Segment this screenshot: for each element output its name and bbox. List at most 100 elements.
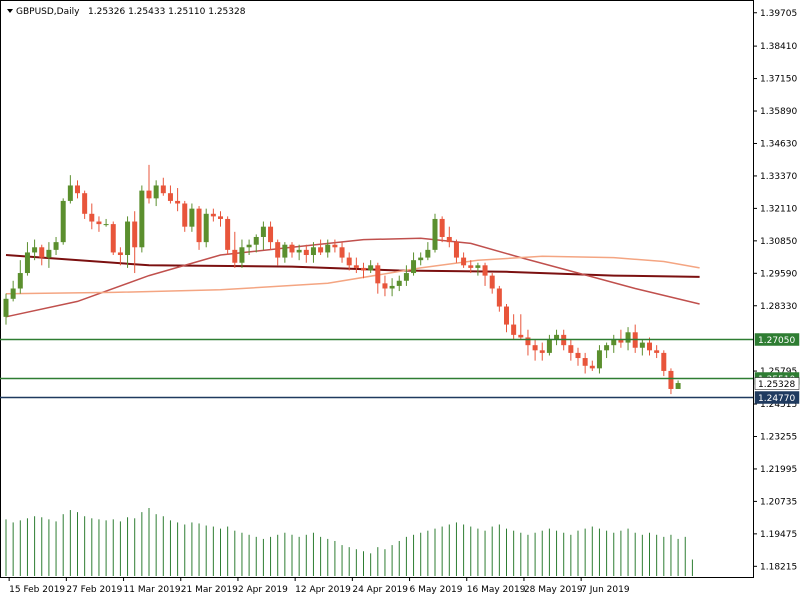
candle-body [468, 265, 474, 268]
price-tick-label: 1.20735 [760, 497, 797, 507]
price-tick-label: 1.37150 [760, 75, 797, 85]
price-axis-ticks: 1.39705 1.38410 1.37150 1.35890 1.34630 1.333… [753, 9, 797, 572]
moving-average-line [5, 237, 700, 318]
candle-body [110, 224, 116, 253]
price-tick-label: 1.33370 [760, 172, 797, 182]
candle-body [53, 242, 59, 250]
candle-body [661, 352, 667, 371]
candle-body [389, 285, 395, 289]
time-tick-label: 24 Apr 2019 [352, 585, 408, 595]
candle-body [32, 247, 38, 253]
level-tag-box [754, 391, 800, 404]
price-tick-label: 1.25795 [760, 367, 797, 377]
candle-body [289, 244, 295, 253]
price-tick-label: 1.32110 [760, 204, 797, 214]
candle-body [432, 218, 438, 250]
candle-body [489, 275, 495, 289]
volume-bars [5, 508, 693, 576]
candle-body [475, 265, 481, 268]
candle-body [82, 193, 88, 214]
price-tick-label: 1.23255 [760, 432, 797, 442]
candlesticks [3, 164, 681, 395]
candle-body [403, 273, 409, 281]
symbol-label: GBPUSD,Daily [16, 7, 80, 17]
candle-body [346, 257, 352, 266]
price-tick-label: 1.34630 [760, 139, 797, 149]
price-tick-label: 1.18215 [760, 562, 797, 572]
candle-body [239, 247, 245, 263]
time-tick-label: 2 Apr 2019 [238, 585, 288, 595]
time-tick-label: 7 Jun 2019 [581, 585, 630, 595]
candle-body [246, 244, 252, 248]
candle-body [203, 213, 209, 243]
candle-body [210, 213, 216, 217]
price-tick-label: 1.35890 [760, 107, 797, 117]
candle-body [132, 221, 138, 248]
price-tick-label: 1.24515 [760, 400, 797, 410]
candle-body [125, 221, 131, 256]
candle-body [504, 306, 509, 325]
level-tag-label: 1.27050 [758, 336, 795, 346]
candle-body [546, 340, 552, 353]
candle-body [103, 224, 109, 226]
candle-body [668, 370, 674, 389]
candle-body [675, 383, 681, 389]
candle-body [46, 249, 52, 258]
candle-body [3, 298, 9, 317]
candle-body [196, 208, 202, 243]
candle-body [596, 350, 602, 369]
dropdown-arrow-icon[interactable] [7, 9, 13, 13]
candle-body [453, 242, 459, 258]
candle-body [17, 273, 23, 289]
candle-body [325, 244, 331, 253]
candle-body [647, 342, 652, 351]
candle-body [89, 213, 95, 222]
candle-body [296, 249, 302, 253]
price-tick-label: 1.38410 [760, 42, 797, 52]
candle-body [339, 247, 345, 258]
level-tag-box [754, 333, 800, 346]
candle-body [511, 324, 517, 335]
candle-body [67, 185, 73, 201]
candle-body [318, 247, 324, 253]
candle-body [175, 200, 181, 204]
time-tick-label: 6 May 2019 [410, 585, 463, 595]
candle-body [225, 218, 231, 250]
price-tick-label: 1.39705 [760, 9, 797, 19]
time-tick-label: 12 Apr 2019 [295, 585, 351, 595]
candle-body [418, 257, 424, 261]
candle-body [496, 288, 502, 307]
time-tick-label: 15 Feb 2019 [9, 585, 65, 595]
candle-body [532, 345, 538, 351]
candle-body [446, 236, 452, 243]
time-tick-label: 27 Feb 2019 [66, 585, 122, 595]
candle-body [518, 334, 524, 338]
candle-body [24, 252, 30, 274]
candle-body [182, 203, 188, 227]
candle-body [525, 337, 531, 346]
time-tick-label: 16 May 2019 [467, 585, 526, 595]
price-tick-label: 1.28330 [760, 302, 797, 312]
candle-body [604, 345, 610, 351]
candle-body [282, 244, 288, 258]
horizontal-level-lines[interactable] [0, 338, 753, 399]
candle-body [554, 334, 560, 341]
moving-average-lines [5, 237, 700, 318]
candle-body [439, 218, 445, 237]
candle-body [139, 190, 145, 248]
candle-body [160, 185, 166, 194]
candle-body [425, 249, 431, 258]
level-tag-label: 1.25328 [758, 380, 795, 390]
price-tick-label: 1.30850 [760, 237, 797, 247]
candle-body [568, 345, 574, 353]
candle-body [382, 283, 388, 289]
price-tick-label: 1.21995 [760, 465, 797, 475]
candle-body [375, 265, 381, 284]
candle-body [96, 221, 102, 225]
candle-body [618, 340, 624, 343]
candle-body [189, 208, 195, 227]
time-tick-label: 21 Mar 2019 [181, 585, 238, 595]
candle-body [268, 226, 274, 243]
candle-body [117, 252, 123, 256]
